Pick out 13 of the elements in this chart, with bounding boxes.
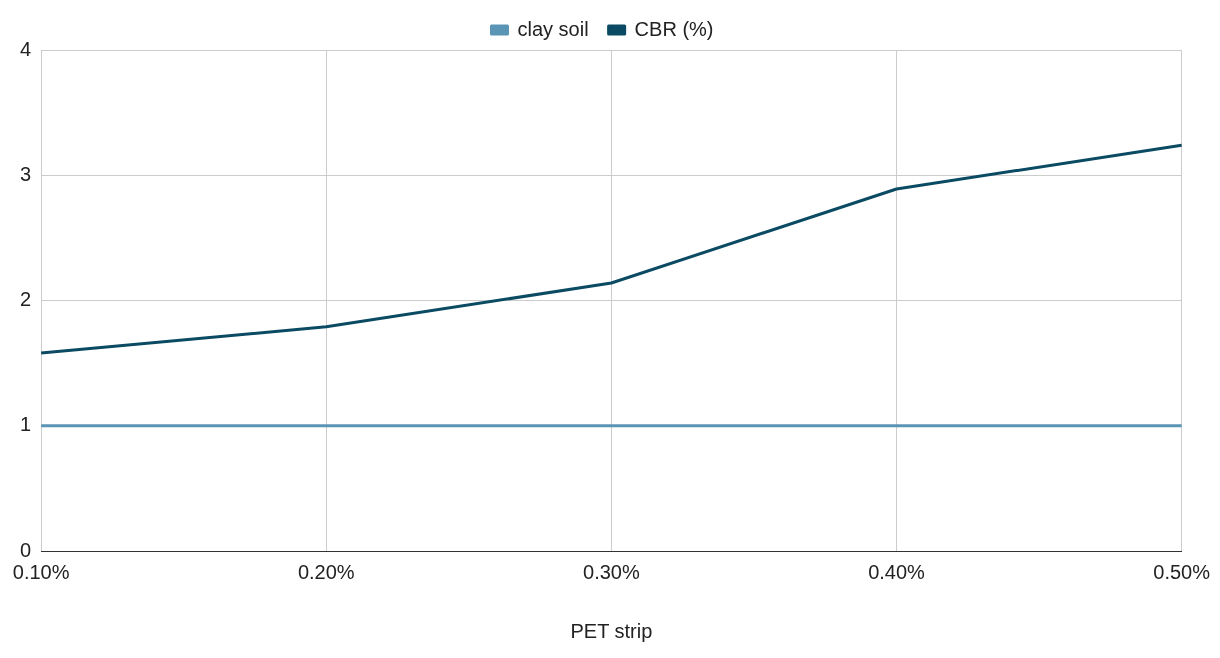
legend-label: clay soil bbox=[517, 17, 589, 40]
x-tick-label: 0.20% bbox=[297, 560, 355, 583]
y-tick-label: 3 bbox=[20, 162, 32, 185]
x-tick-label: 0.40% bbox=[868, 560, 926, 583]
x-axis-title: PET strip bbox=[570, 619, 653, 642]
x-tick-label: 0.30% bbox=[583, 560, 640, 583]
legend-label: CBR (%) bbox=[634, 17, 714, 40]
y-tick-label: 0 bbox=[20, 538, 32, 561]
x-tick-label: 0.50% bbox=[1153, 560, 1211, 583]
y-tick-label: 4 bbox=[20, 37, 32, 60]
y-tick-label: 2 bbox=[20, 288, 32, 311]
x-tick-label: 0.10% bbox=[12, 560, 70, 583]
y-tick-label: 1 bbox=[20, 413, 32, 436]
